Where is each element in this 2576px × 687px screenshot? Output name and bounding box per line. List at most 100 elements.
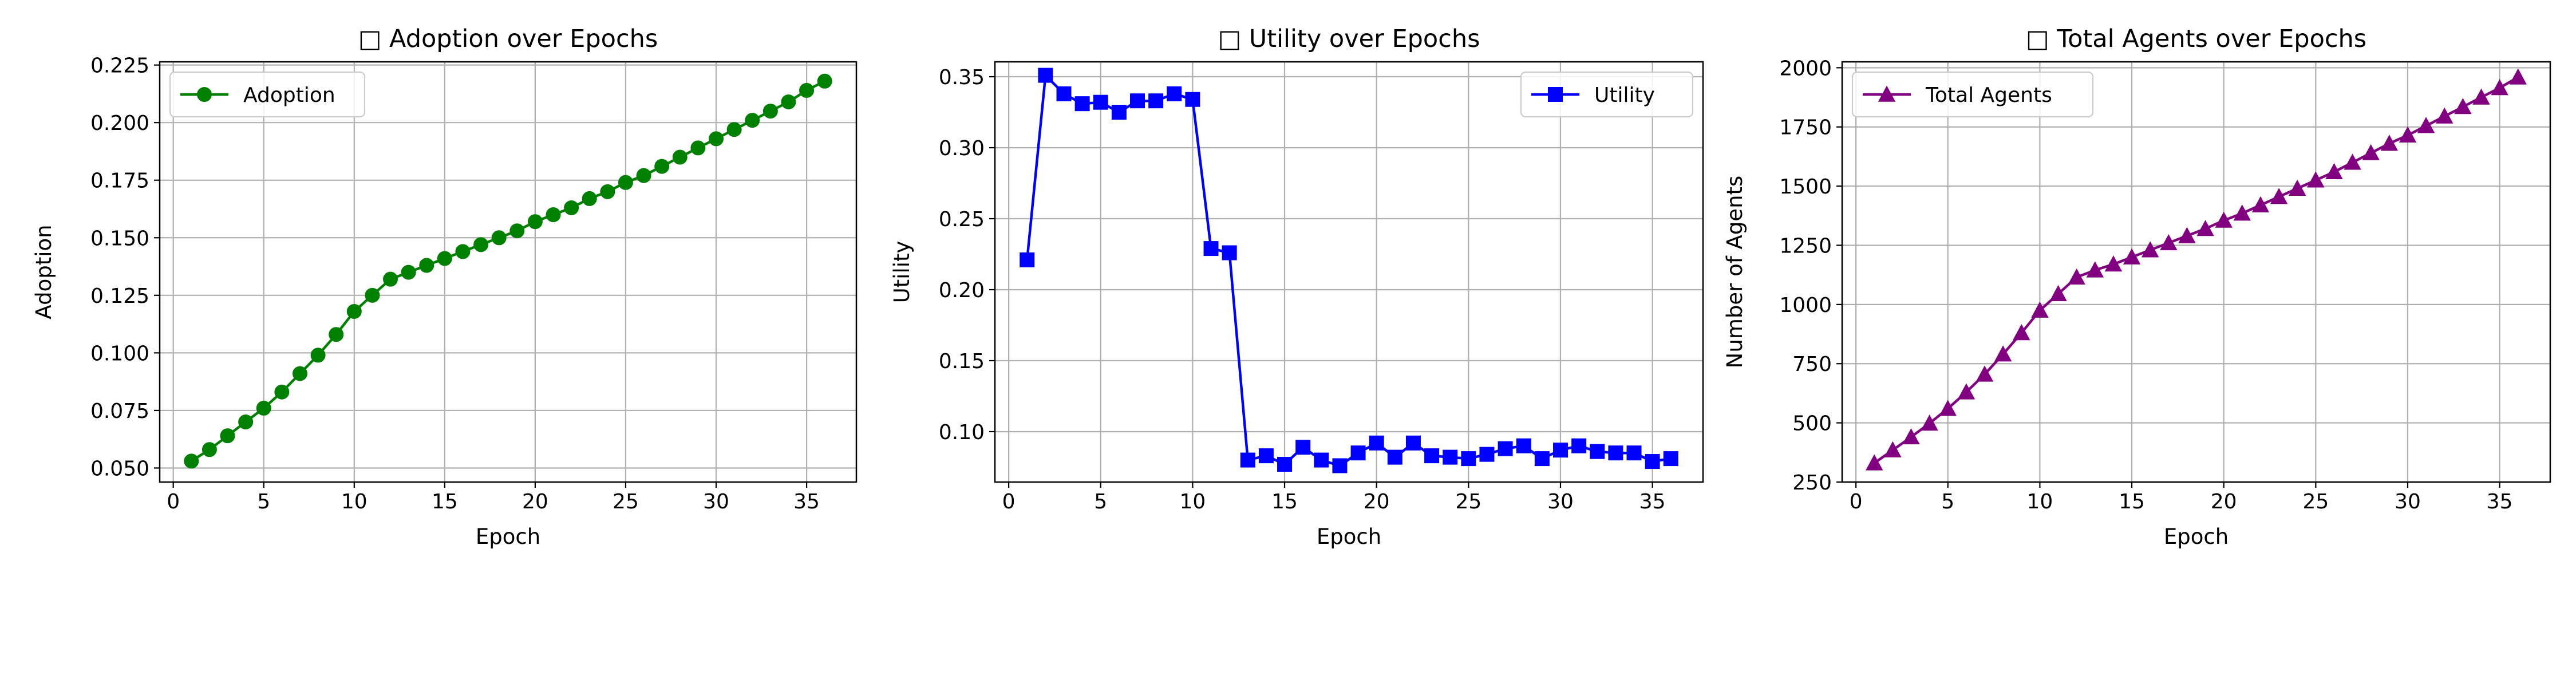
x-tick-label: 15: [1271, 490, 1298, 514]
legend-marker: [197, 87, 212, 102]
data-point: [2380, 135, 2399, 151]
x-tick-label: 30: [703, 490, 729, 514]
data-point: [274, 384, 290, 400]
data-point: [1405, 435, 1421, 451]
data-point: [1020, 252, 1035, 267]
data-point: [2160, 234, 2178, 251]
x-axis-label: Epoch: [476, 524, 540, 549]
x-tick-label: 20: [1364, 490, 1390, 514]
x-tick-label: 30: [1547, 490, 1574, 514]
y-tick-label: 0.35: [939, 66, 985, 89]
data-point: [455, 244, 471, 259]
data-point: [1516, 438, 1531, 453]
legend: Utility: [1520, 71, 1694, 118]
axes-frame: [159, 61, 858, 483]
data-point: [1369, 435, 1384, 451]
x-tick-label: 10: [1179, 490, 1206, 514]
x-tick-label: 25: [2302, 490, 2329, 514]
data-point: [745, 113, 760, 128]
data-point: [1461, 451, 1476, 467]
data-point: [256, 400, 271, 416]
data-point: [2049, 285, 2067, 301]
data-point: [600, 184, 615, 199]
data-point: [1663, 451, 1678, 467]
data-point: [654, 159, 670, 174]
legend-box: [169, 71, 366, 118]
data-point: [1424, 448, 1440, 464]
y-tick-label: 1500: [1779, 175, 1832, 199]
data-point: [2123, 248, 2141, 264]
data-point: [1185, 92, 1200, 107]
x-tick-label: 25: [1455, 490, 1481, 514]
data-point: [1387, 449, 1402, 465]
panel-3: 0 5 10 15 20 25 30 35 250 500 750 1000 1250 1500 1750 2…: [1722, 25, 2551, 549]
data-point: [310, 348, 326, 363]
data-point: [2288, 179, 2306, 196]
data-point: [2436, 107, 2453, 124]
x-tick-label: 15: [2119, 490, 2145, 514]
data-point: [1884, 441, 1902, 457]
data-point: [1939, 400, 1957, 416]
y-tick-label: 0.15: [939, 350, 985, 373]
data-point: [220, 428, 235, 444]
data-point: [709, 131, 724, 147]
data-point: [799, 82, 815, 98]
legend-label: Adoption: [243, 84, 335, 107]
data-point: [618, 175, 633, 190]
data-point: [2215, 211, 2233, 228]
y-tick-label: 0.125: [90, 285, 149, 308]
data-point: [2491, 79, 2508, 96]
data-point: [2141, 241, 2159, 258]
data-point: [582, 191, 597, 206]
panel-1: 0 5 10 15 20 25 30 35 0.050 0.075 0.100 0.125 0.150 0…: [31, 25, 858, 549]
y-tick-label: 1750: [1779, 116, 1832, 140]
data-point: [2362, 144, 2380, 160]
axes-frame: [994, 61, 1704, 483]
x-tick-label: 5: [257, 490, 270, 514]
data-point: [2233, 204, 2251, 221]
data-point: [1222, 245, 1237, 260]
legend-marker: [1878, 85, 1896, 102]
data-point: [1534, 451, 1550, 467]
data-point: [672, 149, 688, 165]
data-point: [2178, 227, 2196, 243]
y-axis-label: Adoption: [31, 224, 56, 319]
legend: Adoption: [169, 71, 366, 118]
y-tick-label: 0.30: [939, 137, 985, 160]
data-point: [1976, 365, 1994, 382]
legend-box: [1851, 71, 2094, 118]
data-point: [2399, 126, 2417, 143]
data-point: [1038, 68, 1053, 83]
data-point: [2509, 68, 2527, 85]
y-axis-label: Utility: [890, 241, 914, 303]
y-tick-label: 0.225: [90, 54, 149, 78]
data-point: [1479, 447, 1495, 462]
data-point: [2454, 98, 2472, 114]
data-point: [1552, 443, 1568, 458]
x-tick-label: 0: [167, 490, 180, 514]
data-point: [2325, 163, 2343, 179]
chart-title: □ Total Agents over Epochs: [2026, 25, 2366, 53]
y-tick-label: 500: [1792, 412, 1832, 436]
panel-2: 0 5 10 15 20 25 30 35 0.10 0.15 0.20 0.25 0.30 0.35 Ut…: [890, 25, 1704, 549]
data-point: [781, 94, 796, 109]
y-tick-label: 0.050: [90, 457, 149, 480]
data-point: [238, 414, 254, 430]
data-point: [1074, 96, 1090, 112]
legend-label: Utility: [1594, 84, 1655, 107]
data-point: [546, 207, 561, 223]
x-tick-label: 35: [1639, 490, 1666, 514]
data-point: [1498, 441, 1513, 456]
x-tick-label: 10: [341, 490, 368, 514]
data-point: [346, 303, 362, 319]
data-point: [1866, 454, 1883, 471]
data-point: [1994, 345, 2012, 362]
x-tick-label: 0: [1850, 490, 1863, 514]
data-point: [1571, 438, 1587, 453]
x-axis-label: Epoch: [2164, 524, 2229, 549]
y-tick-label: 0.075: [90, 400, 149, 423]
data-point: [1608, 445, 1623, 461]
data-point: [473, 237, 489, 252]
data-point: [726, 122, 742, 137]
data-point: [636, 168, 651, 183]
